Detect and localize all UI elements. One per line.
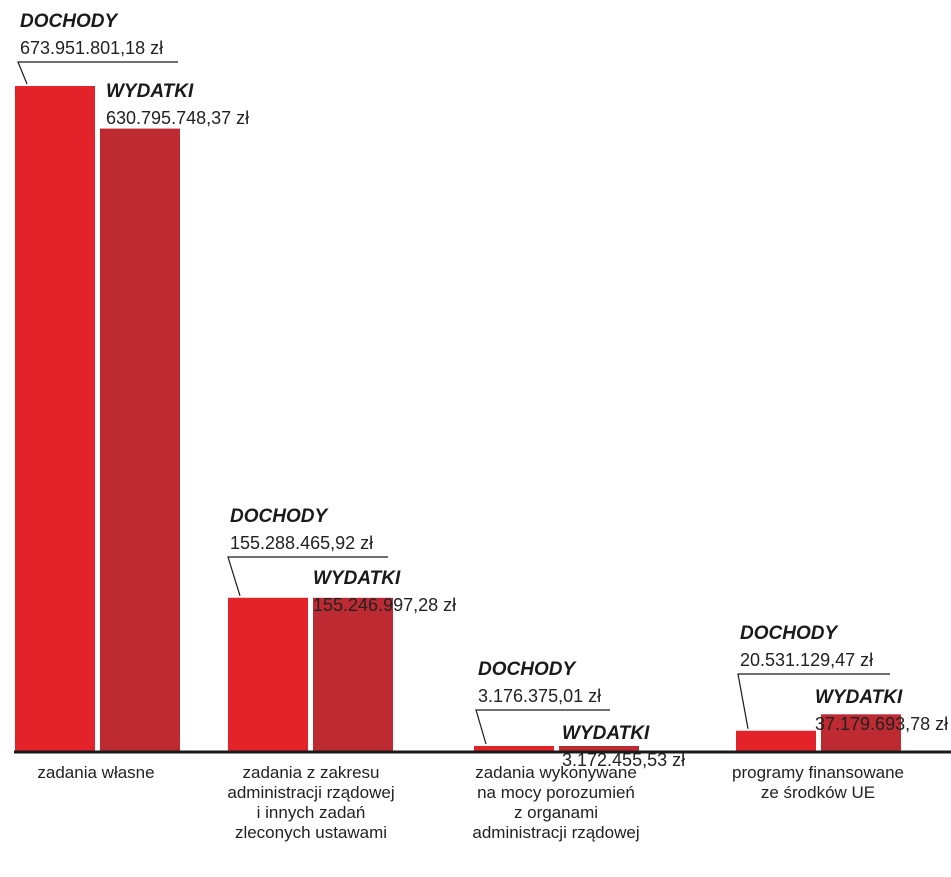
value-label-wydatki-3: 37.179.693,78 zł [815, 714, 948, 734]
category-labels-layer: zadania własne zadania z zakresu administr… [37, 763, 904, 842]
bar-wydatki-3 [821, 714, 901, 751]
series-label-dochody-2: DOCHODY [478, 659, 577, 680]
category-label-1: zadania z zakresu administracji rządowej i… [227, 763, 394, 842]
bar-dochody-0 [15, 86, 95, 751]
value-label-dochody-1: 155.288.465,92 zł [230, 533, 373, 553]
bar-wydatki-2 [559, 746, 639, 751]
series-label-dochody-0: DOCHODY [20, 11, 119, 32]
series-label-wydatki-3: WYDATKI [815, 687, 903, 708]
series-label-wydatki-2: WYDATKI [562, 723, 650, 744]
bar-wydatki-1 [313, 597, 393, 751]
category-label-2: zadania wykonywane na mocy porozumień z or… [472, 763, 639, 842]
callout-dochody-0 [17, 61, 178, 85]
bars-layer [15, 86, 901, 751]
series-label-wydatki-1: WYDATKI [313, 568, 401, 589]
labels-layer: DOCHODY 673.951.801,18 zł WYDATKI 630.795.7… [20, 11, 948, 770]
category-label-3: programy finansowane ze środków UE [732, 763, 904, 802]
callout-dochody-2 [475, 709, 610, 745]
bar-dochody-2 [474, 746, 554, 751]
series-label-dochody-3: DOCHODY [740, 623, 839, 644]
value-label-wydatki-0: 630.795.748,37 zł [106, 108, 249, 128]
bar-wydatki-0 [100, 128, 180, 751]
value-label-dochody-2: 3.176.375,01 zł [478, 686, 601, 706]
value-label-wydatki-1: 155.246.997,28 zł [313, 595, 456, 615]
value-label-dochody-0: 673.951.801,18 zł [20, 38, 163, 58]
category-label-0: zadania własne [37, 763, 154, 782]
value-label-dochody-3: 20.531.129,47 zł [740, 650, 873, 670]
bar-dochody-3 [736, 730, 816, 751]
series-label-dochody-1: DOCHODY [230, 506, 329, 527]
series-label-wydatki-0: WYDATKI [106, 81, 194, 102]
callouts-layer [17, 61, 890, 745]
value-label-wydatki-2: 3.172.455,53 zł [562, 750, 685, 770]
bar-dochody-1 [228, 597, 308, 751]
callout-dochody-3 [737, 673, 890, 729]
callout-dochody-1 [227, 556, 388, 596]
